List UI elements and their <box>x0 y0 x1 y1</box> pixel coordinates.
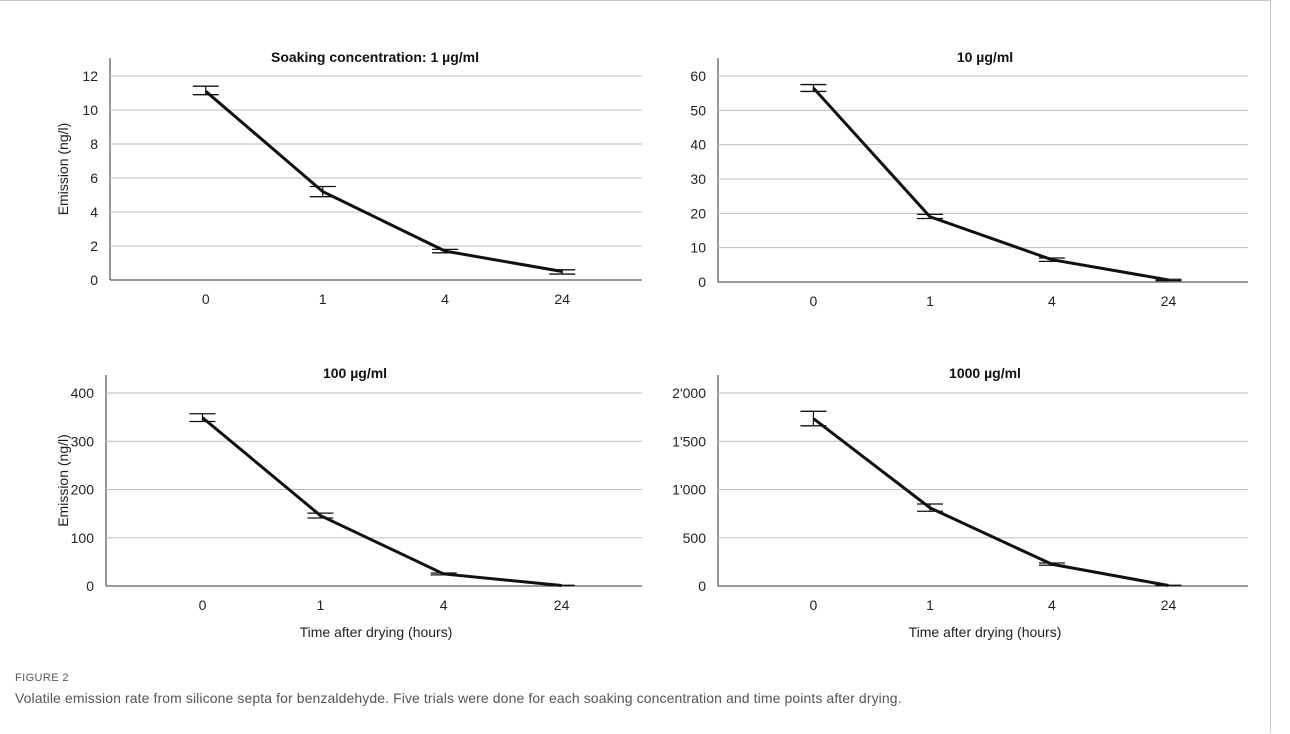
chart-panel-10ugml: 0 10 20 30 40 50 60 0 1 4 24 10 µg/ml <box>690 49 1248 309</box>
y-tick-label: 10 <box>690 240 706 256</box>
y-tick-label: 0 <box>698 578 706 594</box>
y-tick-label: 40 <box>690 137 706 153</box>
x-tick-label: 4 <box>1048 597 1056 613</box>
y-tick-label: 1'500 <box>672 433 706 449</box>
y-tick-label: 300 <box>71 433 95 449</box>
x-axis-label: Time after drying (hours) <box>300 624 453 640</box>
x-tick-label: 0 <box>810 293 818 309</box>
y-tick-label: 30 <box>690 171 706 187</box>
y-tick-label: 1'000 <box>672 482 706 498</box>
chart-title: 10 µg/ml <box>957 49 1013 65</box>
x-tick-label: 1 <box>317 597 325 613</box>
x-axis-label: Time after drying (hours) <box>909 624 1062 640</box>
y-tick-label: 400 <box>71 385 95 401</box>
y-tick-label: 0 <box>86 578 94 594</box>
x-tick-label: 24 <box>1161 597 1177 613</box>
series-line <box>204 90 563 273</box>
x-tick-label: 4 <box>1048 293 1056 309</box>
y-tick-label: 100 <box>71 530 95 546</box>
x-tick-label: 0 <box>810 597 818 613</box>
chart-title: 100 µg/ml <box>323 365 387 381</box>
y-tick-label: 4 <box>90 204 98 220</box>
y-tick-label: 8 <box>90 136 98 152</box>
y-tick-label: 50 <box>690 102 706 118</box>
chart-title: 1000 µg/ml <box>949 365 1021 381</box>
x-tick-label: 24 <box>1161 293 1177 309</box>
y-tick-label: 0 <box>90 272 98 288</box>
y-tick-label: 60 <box>690 68 706 84</box>
series-line <box>201 416 562 588</box>
y-axis-label: Emission (ng/l) <box>55 434 71 527</box>
x-tick-label: 1 <box>926 293 934 309</box>
x-tick-label: 0 <box>199 597 207 613</box>
y-tick-label: 20 <box>690 205 706 221</box>
chart-panel-1000ugml: 0 500 1'000 1'500 2'000 0 1 4 24 1000 µg/ml Time a… <box>672 365 1248 640</box>
y-axis-label: Emission (ng/l) <box>55 123 71 216</box>
y-tick-label: 12 <box>82 68 98 84</box>
figure-label: FIGURE 2 <box>15 672 69 684</box>
x-tick-label: 1 <box>319 291 327 307</box>
y-tick-label: 0 <box>698 274 706 290</box>
x-tick-label: 24 <box>554 597 570 613</box>
series-line <box>812 87 1169 282</box>
series-line <box>812 417 1169 587</box>
chart-panel-100ugml: 0 100 200 300 400 0 1 4 24 100 µg/ml Emission (ng/… <box>55 365 642 640</box>
x-tick-label: 0 <box>202 291 210 307</box>
y-tick-label: 200 <box>71 482 95 498</box>
x-tick-label: 4 <box>441 291 449 307</box>
y-tick-label: 10 <box>82 102 98 118</box>
y-tick-label: 2 <box>90 238 98 254</box>
y-tick-label: 500 <box>683 530 707 546</box>
x-tick-label: 24 <box>554 291 570 307</box>
figure-caption: Volatile emission rate from silicone sep… <box>15 690 902 706</box>
x-tick-label: 4 <box>440 597 448 613</box>
chart-title: Soaking concentration: 1 µg/ml <box>271 49 479 65</box>
y-tick-label: 6 <box>90 170 98 186</box>
x-tick-label: 1 <box>926 597 934 613</box>
y-tick-label: 2'000 <box>672 385 706 401</box>
